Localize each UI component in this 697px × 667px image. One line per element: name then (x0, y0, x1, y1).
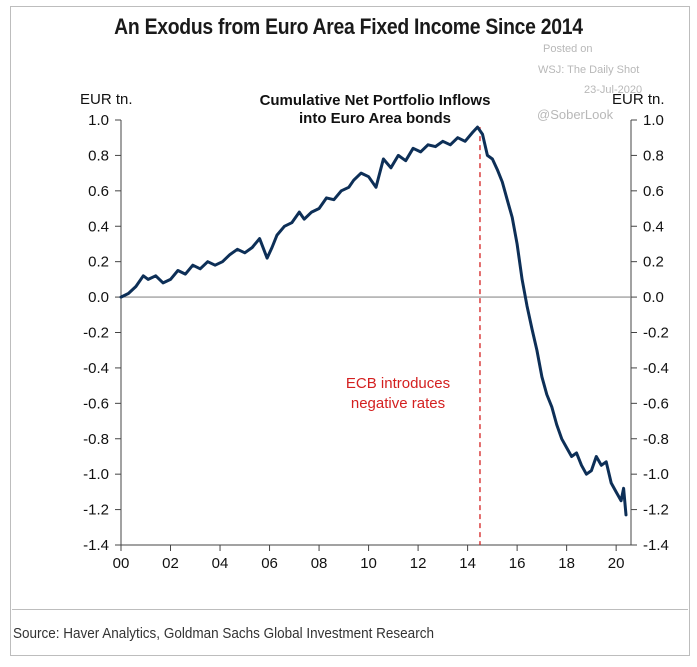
y-tick-label-left: -0.2 (83, 325, 109, 342)
chart-subtitle-line-2: into Euro Area bonds (299, 110, 451, 127)
y-axis-unit-right: EUR tn. (612, 91, 665, 108)
y-tick-label-right: -1.4 (643, 537, 669, 554)
y-tick-label-right: -0.2 (643, 325, 669, 342)
y-tick-label-right: 0.0 (643, 289, 664, 306)
watermark-date: 23-Jul-2020 (584, 84, 642, 96)
source-note: Source: Haver Analytics, Goldman Sachs G… (13, 625, 434, 642)
y-tick-label-left: 0.6 (88, 183, 109, 200)
y-tick-label-right: 0.4 (643, 218, 664, 235)
y-tick-label-right: 0.2 (643, 254, 664, 271)
x-tick-label: 04 (212, 555, 229, 572)
y-tick-label-right: -1.2 (643, 502, 669, 519)
y-tick-label-right: -0.6 (643, 395, 669, 412)
series-group (119, 125, 628, 517)
x-tick-label: 12 (410, 555, 427, 572)
x-tick-label: 02 (162, 555, 179, 572)
y-tick-label-left: 0.8 (88, 147, 109, 164)
y-tick-label-left: -0.4 (83, 360, 109, 377)
y-tick-label-left: 0.2 (88, 254, 109, 271)
y-tick-label-left: -1.4 (83, 537, 109, 554)
watermark: Posted on WSJ: The Daily Shot 23-Jul-202… (537, 43, 642, 122)
y-tick-label-left: -1.2 (83, 502, 109, 519)
x-tick-label: 08 (311, 555, 328, 572)
x-tick-label: 06 (261, 555, 278, 572)
chart-frame (10, 6, 690, 656)
y-tick-label-left: -0.6 (83, 395, 109, 412)
watermark-outlet: WSJ: The Daily Shot (538, 64, 639, 76)
axis-ticks: 1.0 1.0 0.8 0.8 0.6 0.6 0.4 0.4 0.2 0.2 0.0 0.0 -0.2… (83, 112, 669, 572)
y-tick-label-left: -1.0 (83, 466, 109, 483)
page-title: An Exodus from Euro Area Fixed Income Si… (114, 14, 583, 39)
y-tick-label-left: 0.0 (88, 289, 109, 306)
x-tick-label: 14 (459, 555, 476, 572)
x-tick-label: 10 (360, 555, 377, 572)
watermark-posted-on: Posted on (543, 43, 593, 55)
chart-subtitle-line-1: Cumulative Net Portfolio Inflows (260, 92, 491, 109)
x-tick-label: 16 (509, 555, 526, 572)
y-tick-label-right: -1.0 (643, 466, 669, 483)
y-tick-label-left: 0.4 (88, 218, 109, 235)
y-tick-label-left: -0.8 (83, 431, 109, 448)
series-line (119, 125, 628, 517)
x-tick-label: 00 (113, 555, 130, 572)
y-tick-label-right: 0.6 (643, 183, 664, 200)
y-axis-unit-left: EUR tn. (80, 91, 133, 108)
annotation-line-2: negative rates (351, 395, 445, 412)
watermark-handle: @SoberLook (537, 107, 614, 122)
y-tick-label-right: 0.8 (643, 147, 664, 164)
y-tick-label-left: 1.0 (88, 112, 109, 129)
x-tick-label: 20 (608, 555, 625, 572)
y-tick-label-right: -0.4 (643, 360, 669, 377)
y-tick-label-right: -0.8 (643, 431, 669, 448)
x-tick-label: 18 (558, 555, 575, 572)
footer-divider (12, 609, 688, 610)
annotation-line-1: ECB introduces (346, 375, 450, 392)
y-tick-label-right: 1.0 (643, 112, 664, 129)
